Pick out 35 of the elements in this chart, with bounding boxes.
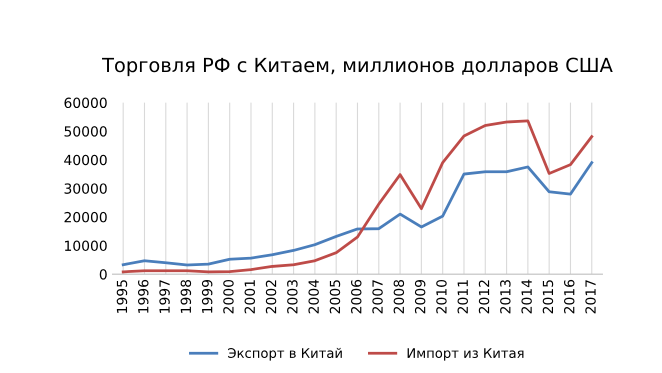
chart-title: Торговля РФ с Китаем, миллионов долларов США <box>102 58 613 76</box>
y-tick-label: 20000 <box>64 212 107 222</box>
x-tick-label: 1999 <box>202 280 212 313</box>
x-tick-label: 2001 <box>244 280 256 314</box>
y-tick-label: 10000 <box>65 240 107 252</box>
y-tick-label: 60000 <box>64 98 107 108</box>
x-tick-label: 2008 <box>394 280 404 314</box>
x-tick-label: 2006 <box>351 280 362 314</box>
x-tick-label: 2014 <box>521 280 532 314</box>
x-tick-label: 2002 <box>266 280 276 314</box>
x-tick-label: 1998 <box>180 280 192 313</box>
y-tick-label: 0 <box>100 269 107 280</box>
line-series <box>122 161 594 266</box>
x-tick-label: 2017 <box>585 280 596 314</box>
x-tick-label: 1997 <box>159 280 170 313</box>
x-tick-label: 2012 <box>478 280 490 314</box>
x-tick-label: 2004 <box>308 280 319 314</box>
y-tick-label: 30000 <box>64 183 107 194</box>
x-tick-label: 2016 <box>564 280 574 314</box>
x-tick-label: 2003 <box>287 280 298 314</box>
line-series <box>122 119 594 274</box>
x-tick-label: 2015 <box>542 280 554 314</box>
legend-label: Экспорт в Китай <box>228 348 342 361</box>
legend-label: Импорт из Китая <box>408 348 524 361</box>
x-tick-label: 2011 <box>458 280 468 314</box>
x-tick-label: 2013 <box>500 280 511 314</box>
x-tick-label: 1996 <box>138 280 149 313</box>
x-tick-label: 2007 <box>372 280 383 314</box>
y-tick-label: 40000 <box>64 154 107 166</box>
x-tick-label: 1995 <box>116 280 128 313</box>
x-tick-label: 2000 <box>223 280 234 314</box>
x-tick-label: 2010 <box>436 280 447 314</box>
y-tick-label: 50000 <box>64 126 107 137</box>
x-tick-label: 2005 <box>330 280 340 314</box>
x-tick-label: 2009 <box>414 280 426 314</box>
